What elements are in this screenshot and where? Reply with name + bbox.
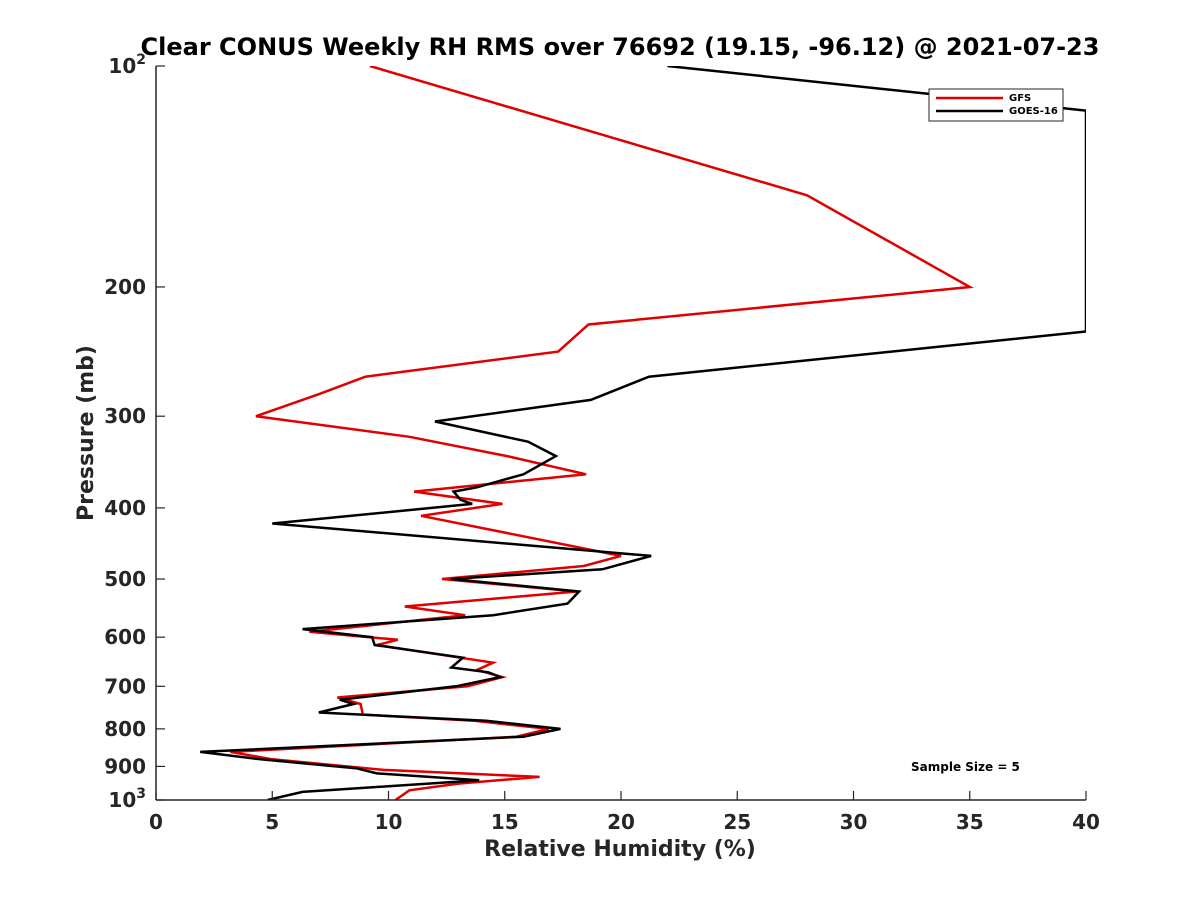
ticks-layer: 0 5 10 15 20 25 30 35 40 102 200 300 400 500 600 700 800…	[104, 52, 1100, 834]
y-tick-label: 102	[108, 52, 146, 78]
x-tick-label: 5	[265, 810, 279, 834]
series-line-gfs	[230, 66, 974, 800]
x-tick-label: 30	[840, 810, 868, 834]
y-tick-label: 300	[104, 404, 146, 428]
y-tick-label: 600	[104, 625, 146, 649]
y-tick-label: 200	[104, 275, 146, 299]
y-tick-label: 400	[104, 496, 146, 520]
y-tick-label: 900	[104, 754, 146, 778]
legend: GFS GOES-16	[928, 88, 1064, 122]
series-layer	[200, 66, 1086, 800]
x-tick-label: 25	[723, 810, 751, 834]
legend-label-gfs: GFS	[1009, 93, 1031, 104]
legend-box	[928, 88, 1064, 122]
y-tick-label: 700	[104, 674, 146, 698]
y-axis-label: Pressure (mb)	[74, 345, 99, 521]
x-tick-label: 15	[491, 810, 519, 834]
sample-size-annotation: Sample Size = 5	[911, 760, 1020, 774]
series-line-goes16	[200, 66, 1086, 800]
legend-label-goes16: GOES-16	[1009, 106, 1058, 117]
y-tick-label: 500	[104, 567, 146, 591]
x-tick-label: 10	[375, 810, 403, 834]
x-tick-label: 0	[149, 810, 163, 834]
x-tick-label: 20	[607, 810, 635, 834]
x-tick-label: 35	[956, 810, 984, 834]
x-axis-label: Relative Humidity (%)	[484, 837, 756, 862]
chart-title: Clear CONUS Weekly RH RMS over 76692 (19…	[141, 33, 1100, 61]
axes-layer	[155, 66, 1086, 801]
x-tick-label: 40	[1072, 810, 1100, 834]
y-tick-label: 800	[104, 717, 146, 741]
y-tick-label: 103	[108, 786, 146, 812]
